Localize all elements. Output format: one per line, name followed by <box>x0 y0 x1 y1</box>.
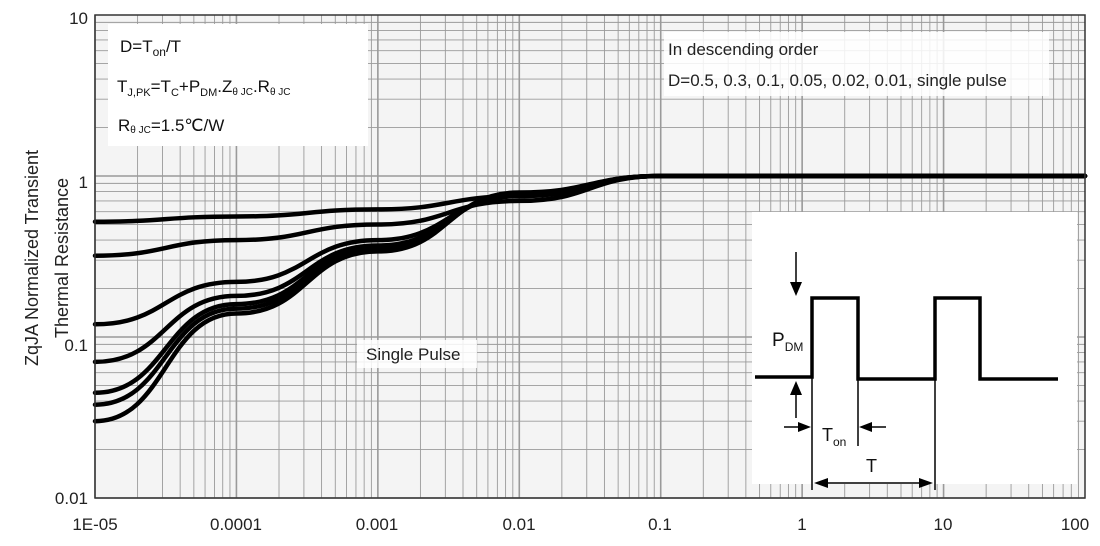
x-tick-label: 0.1 <box>648 515 672 534</box>
pdm-arrowhead-bottom <box>790 381 802 395</box>
formula-duty: D=Ton/T <box>120 37 181 59</box>
ton-arrowhead-right <box>859 422 872 432</box>
ton-arrowhead-left <box>798 422 811 432</box>
period-label: T <box>866 456 877 476</box>
y-axis-label-line1: ZqJA Normalized Transient <box>22 150 42 366</box>
pulse-waveform-inset: PDM Ton T <box>752 212 1077 490</box>
period-arrowhead-right <box>919 478 933 488</box>
formula-box <box>108 24 368 146</box>
pdm-label: PDM <box>772 330 803 354</box>
x-tick-label: 100 <box>1061 515 1089 534</box>
curves-group <box>92 173 1088 424</box>
y-tick-label: 10 <box>69 9 88 28</box>
pdm-arrowhead-top <box>790 282 802 296</box>
order-note-line2: D=0.5, 0.3, 0.1, 0.05, 0.02, 0.01, singl… <box>668 71 1007 90</box>
x-tick-label: 0.001 <box>356 515 399 534</box>
single-pulse-label-box <box>357 340 477 368</box>
x-tick-label: 0.01 <box>502 515 535 534</box>
y-tick-label: 0.01 <box>55 489 88 508</box>
y-axis-label-line2: Thermal Resistance <box>52 178 72 338</box>
y-tick-label: 0.1 <box>64 336 88 355</box>
x-tick-label: 0.0001 <box>210 515 262 534</box>
ton-label: Ton <box>822 425 846 449</box>
pulse-waveform <box>755 296 1058 381</box>
x-tick-label: 1 <box>797 515 806 534</box>
single-pulse-label: Single Pulse <box>366 345 461 364</box>
x-tick-label: 1E-05 <box>72 515 117 534</box>
formula-junction-temp: TJ,PK=TC+PDM.Zθ JC.Rθ JC <box>117 77 291 99</box>
y-tick-label: 1 <box>79 173 88 192</box>
inset-background <box>752 212 1077 484</box>
period-arrowhead-left <box>814 478 828 488</box>
order-note-line1: In descending order <box>668 40 819 59</box>
order-note-box <box>664 32 1049 96</box>
formula-rthjc: Rθ JC=1.5℃/W <box>118 116 224 136</box>
plot-frame <box>94 14 1086 499</box>
curve-series-6 <box>92 173 1088 424</box>
x-tick-label: 10 <box>934 515 953 534</box>
